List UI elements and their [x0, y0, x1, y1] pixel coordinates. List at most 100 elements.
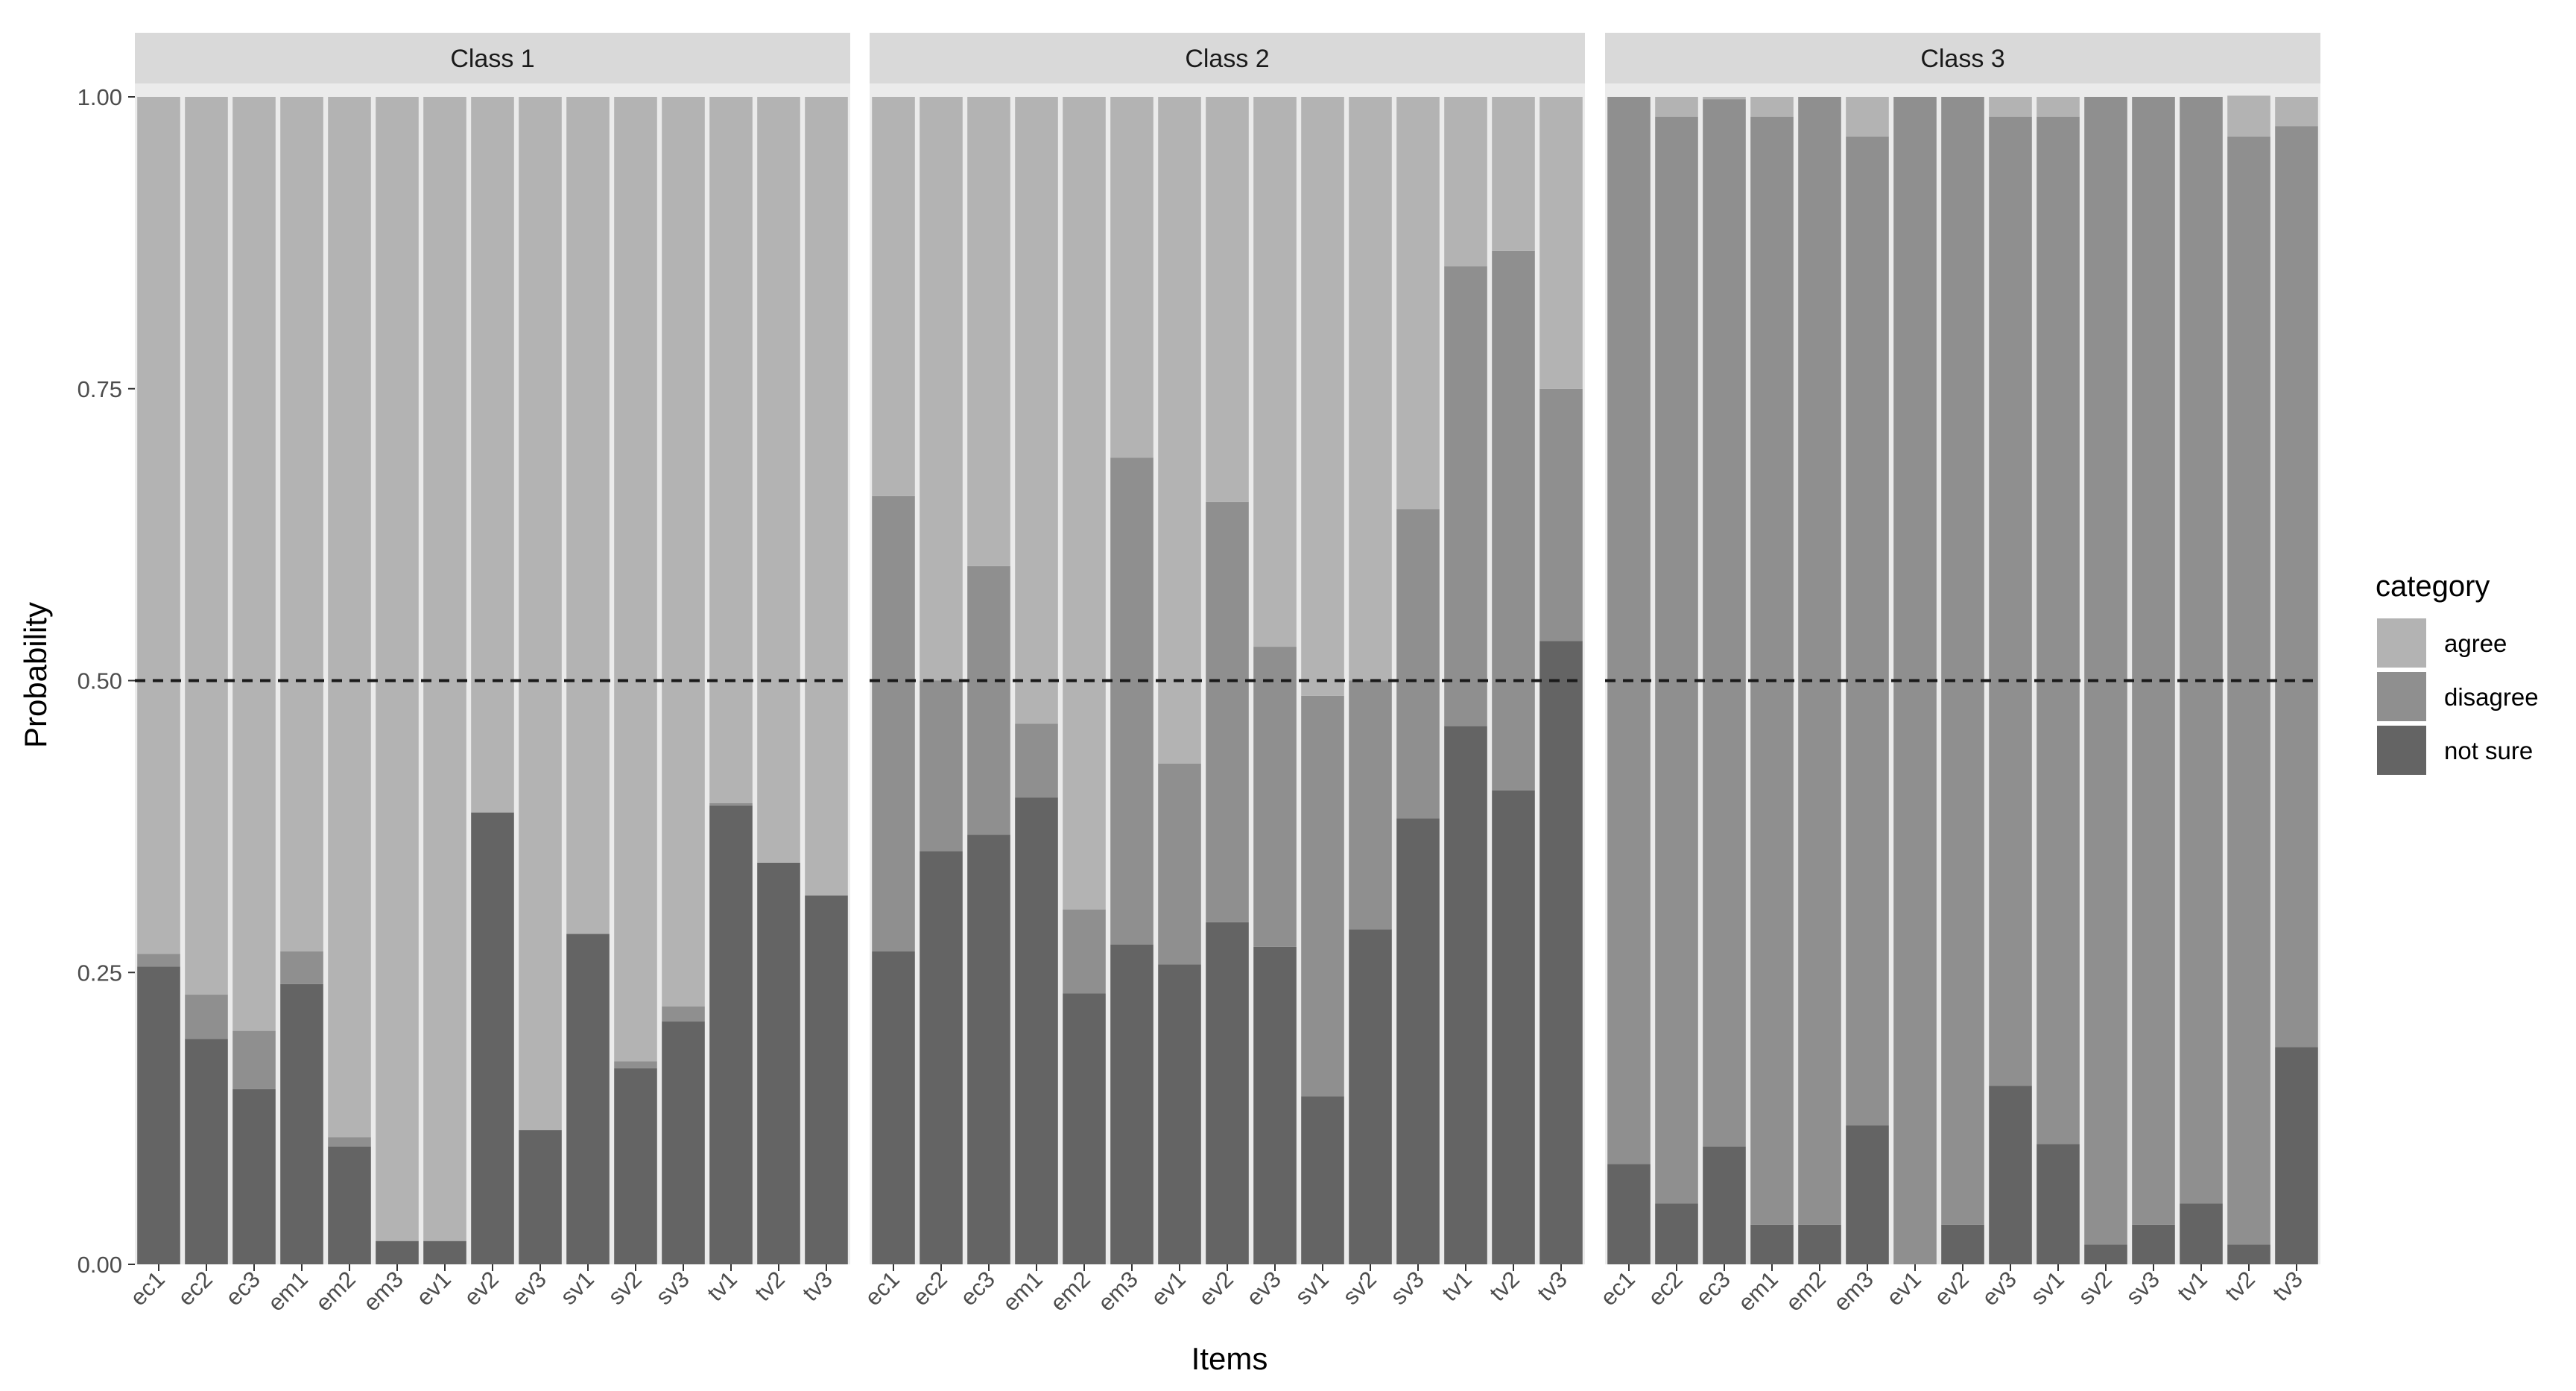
bar-segment-disagree-ec1	[1607, 97, 1651, 1165]
x-tick-label: sv2	[2073, 1266, 2117, 1310]
bar-segment-agree-ec1	[872, 97, 915, 496]
bar-segment-not-sure-tv1	[1444, 726, 1487, 1264]
bar-segment-not-sure-sv3	[2132, 1224, 2175, 1264]
bar-segment-disagree-em1	[280, 951, 323, 984]
facet-strip-label: Class 3	[1920, 45, 2004, 73]
x-tick-label: sv2	[603, 1266, 647, 1310]
facet-strip	[870, 33, 1585, 83]
bar-segment-disagree-ec1	[137, 954, 180, 967]
x-tick-label: tv3	[2268, 1266, 2308, 1306]
bar-segment-not-sure-em1	[280, 983, 323, 1264]
legend-title: category	[2376, 570, 2490, 603]
bar-segment-agree-ev2	[471, 97, 514, 813]
bar-segment-not-sure-tv2	[2227, 1244, 2270, 1264]
x-tick-label: ec1	[860, 1266, 905, 1311]
facet-strip	[1605, 33, 2320, 83]
x-tick-label: ec2	[908, 1266, 952, 1311]
bar-segment-disagree-sv2	[1349, 680, 1392, 930]
legend-label: not sure	[2444, 737, 2533, 764]
bar-segment-disagree-tv1	[1444, 266, 1487, 726]
bar-segment-not-sure-tv1	[709, 805, 753, 1264]
bar-segment-agree-em1	[1750, 97, 1794, 117]
x-tick-label: tv3	[1532, 1266, 1572, 1306]
bar-segment-agree-sv2	[614, 97, 657, 1062]
x-tick-label: ec1	[125, 1266, 170, 1311]
x-tick-label: tv2	[1484, 1266, 1525, 1306]
x-tick-label: ev3	[507, 1266, 551, 1311]
bar-segment-not-sure-ev1	[423, 1241, 466, 1264]
bar-segment-not-sure-ec2	[1655, 1203, 1698, 1264]
bar-segment-disagree-sv1	[1301, 695, 1344, 1097]
bar-segment-disagree-ec1	[872, 495, 915, 952]
bar-segment-agree-ec2	[185, 97, 228, 995]
x-tick-label: tv1	[1437, 1266, 1477, 1306]
legend-key-disagree	[2377, 672, 2426, 721]
bar-segment-not-sure-em1	[1750, 1224, 1794, 1264]
bar-segment-agree-tv2	[2227, 95, 2270, 137]
bar-segment-not-sure-ec2	[185, 1039, 228, 1264]
bar-segment-not-sure-em2	[1798, 1224, 1841, 1264]
x-tick-label: ev1	[1146, 1266, 1191, 1311]
bar-segment-disagree-ev2	[1206, 501, 1249, 922]
bar-segment-agree-em3	[1110, 97, 1153, 458]
bar-segment-agree-tv2	[757, 97, 800, 863]
x-tick-label: ec3	[955, 1266, 1000, 1311]
x-tick-label: sv2	[1338, 1266, 1382, 1310]
bar-segment-not-sure-ev3	[1989, 1086, 2032, 1264]
bar-segment-disagree-ev3	[1989, 116, 2032, 1086]
bar-segment-disagree-sv3	[1396, 509, 1440, 819]
bar-segment-disagree-sv1	[2037, 116, 2080, 1144]
bar-segment-agree-sv1	[566, 97, 610, 934]
bar-segment-disagree-em3	[1110, 457, 1153, 945]
bar-segment-agree-ev1	[423, 97, 466, 1241]
x-tick-label: ec2	[173, 1266, 218, 1311]
x-tick-label: ev1	[1882, 1266, 1926, 1311]
bar-segment-agree-ec2	[1655, 97, 1698, 117]
x-tick-label: em1	[263, 1266, 313, 1316]
bar-segment-not-sure-ec1	[872, 951, 915, 1264]
x-tick-label: tv1	[702, 1266, 742, 1306]
legend-key-agree	[2377, 618, 2426, 668]
bar-segment-disagree-tv1	[2180, 97, 2223, 1204]
bar-segment-not-sure-em1	[1015, 797, 1058, 1264]
bar-segment-disagree-em2	[1063, 909, 1106, 994]
bar-segment-disagree-sv2	[614, 1061, 657, 1068]
bar-segment-not-sure-sv2	[1349, 929, 1392, 1264]
x-tick-label: tv2	[750, 1266, 790, 1306]
bar-segment-agree-sv2	[1349, 97, 1392, 681]
bar-segment-disagree-em1	[1015, 723, 1058, 798]
bar-segment-not-sure-sv3	[1396, 818, 1440, 1264]
bar-segment-not-sure-ev3	[519, 1129, 562, 1264]
x-tick-label: sv3	[1385, 1266, 1429, 1310]
bar-segment-not-sure-ec3	[967, 834, 1010, 1264]
bar-segment-not-sure-em2	[1063, 993, 1106, 1264]
bar-segment-agree-ec1	[137, 97, 180, 954]
bar-segment-disagree-tv1	[709, 803, 753, 806]
bar-segment-disagree-ec3	[1703, 99, 1746, 1147]
bar-segment-agree-ev3	[1253, 97, 1297, 647]
bar-segment-disagree-ev2	[1941, 97, 1984, 1225]
bar-segment-not-sure-em3	[1110, 944, 1153, 1264]
bar-segment-agree-tv1	[709, 97, 753, 804]
bar-segment-not-sure-sv2	[614, 1068, 657, 1264]
bar-segment-not-sure-ec1	[137, 966, 180, 1264]
bar-segment-agree-sv3	[662, 97, 705, 1007]
legend-label: disagree	[2444, 683, 2539, 711]
x-tick-label: ec1	[1595, 1266, 1640, 1311]
x-tick-label: sv3	[2121, 1266, 2165, 1310]
bar-segment-disagree-sv3	[662, 1006, 705, 1022]
facet-strip-label: Class 1	[450, 45, 534, 73]
facet-strip	[135, 33, 850, 83]
x-tick-label: em1	[998, 1266, 1048, 1316]
x-tick-label: em3	[358, 1266, 408, 1316]
bar-segment-not-sure-sv2	[2084, 1244, 2127, 1264]
bar-segment-agree-em3	[376, 97, 419, 1241]
x-tick-label: ec2	[1643, 1266, 1688, 1311]
bar-segment-not-sure-sv1	[566, 934, 610, 1264]
bar-segment-agree-em2	[328, 97, 371, 1138]
bar-segment-agree-sv1	[2037, 97, 2080, 117]
x-tick-label: ev3	[1977, 1266, 2022, 1311]
